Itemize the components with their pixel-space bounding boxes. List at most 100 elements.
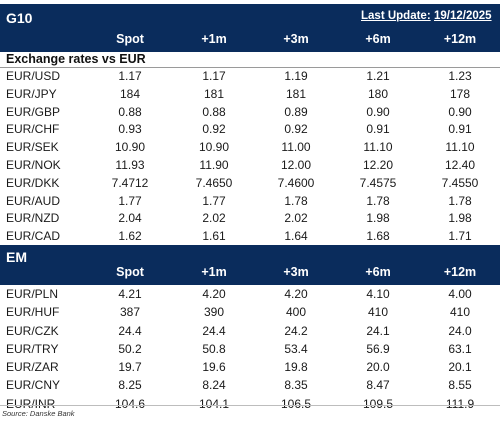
- rate-cell: 1.78: [284, 193, 308, 208]
- rate-cell: 0.92: [284, 122, 308, 137]
- rate-cell: 181: [285, 86, 307, 101]
- rate-cell: 2.02: [202, 211, 226, 226]
- table-row: EUR/ZAR 19.7 19.6 19.8 20.0 20.1: [0, 358, 500, 376]
- rate-cell: 106.5: [280, 396, 312, 411]
- currency-pair: EUR/CHF: [6, 122, 60, 137]
- rate-cell: 1.68: [366, 229, 390, 244]
- rate-cell: 12.20: [362, 157, 394, 172]
- rate-cell: 7.4600: [277, 175, 315, 190]
- g10-title: G10: [6, 10, 33, 26]
- rate-cell: 0.90: [448, 104, 472, 119]
- rate-cell: 387: [119, 305, 141, 320]
- divider: [0, 67, 500, 68]
- currency-pair: EUR/GBP: [6, 104, 61, 119]
- rate-cell: 50.2: [118, 341, 142, 356]
- rate-cell: 12.00: [280, 157, 312, 172]
- currency-pair: EUR/TRY: [6, 341, 59, 356]
- currency-pair: EUR/INR: [6, 396, 56, 411]
- currency-pair: EUR/JPY: [6, 86, 57, 101]
- rate-cell: 11.00: [281, 140, 311, 155]
- rate-cell: 1.61: [202, 229, 226, 244]
- table-row: EUR/PLN 4.21 4.20 4.20 4.10 4.00: [0, 285, 500, 303]
- em-column-headers: Spot +1m +3m +6m +12m: [0, 265, 500, 283]
- rate-cell: 4.21: [118, 287, 142, 301]
- rate-cell: 53.4: [284, 341, 308, 356]
- rate-cell: 1.21: [366, 69, 390, 83]
- rate-cell: 19.8: [284, 360, 308, 375]
- rate-cell: 10.90: [114, 140, 146, 155]
- table-row: EUR/JPY 184 181 181 180 178: [0, 85, 500, 103]
- rate-cell: 20.1: [448, 360, 472, 375]
- currency-pair: EUR/ZAR: [6, 360, 59, 375]
- rate-cell: 1.77: [118, 193, 142, 208]
- rate-cell: 56.9: [366, 341, 390, 356]
- currency-pair: EUR/PLN: [6, 287, 59, 301]
- column-header-12m: +12m: [443, 265, 477, 279]
- currency-pair: EUR/HUF: [6, 305, 60, 320]
- rate-cell: 180: [367, 86, 389, 101]
- table-row: EUR/CHF 0.93 0.92 0.92 0.91 0.91: [0, 120, 500, 138]
- rate-cell: 1.62: [118, 229, 142, 244]
- table-row: EUR/CZK 24.4 24.4 24.2 24.1 24.0: [0, 322, 500, 340]
- section-label: Exchange rates vs EUR: [6, 52, 146, 66]
- rate-cell: 1.78: [366, 193, 390, 208]
- column-header-1m: +1m: [201, 265, 227, 279]
- rate-cell: 410: [367, 305, 389, 320]
- column-header-1m: +1m: [201, 32, 227, 46]
- rate-cell: 0.89: [284, 104, 308, 119]
- rate-cell: 1.98: [366, 211, 390, 226]
- table-row: EUR/USD 1.17 1.17 1.19 1.21 1.23: [0, 67, 500, 85]
- rate-cell: 1.17: [118, 69, 142, 83]
- rate-cell: 4.10: [366, 287, 390, 301]
- rate-cell: 2.02: [284, 211, 308, 226]
- em-title: EM: [6, 249, 27, 265]
- rate-cell: 8.55: [448, 378, 472, 393]
- column-header-spot: Spot: [116, 32, 144, 46]
- table-row: EUR/CNY 8.25 8.24 8.35 8.47 8.55: [0, 376, 500, 394]
- table-row: EUR/GBP 0.88 0.88 0.89 0.90 0.90: [0, 103, 500, 121]
- table-row: EUR/TRY 50.2 50.8 53.4 56.9 63.1: [0, 340, 500, 358]
- rate-cell: 19.7: [118, 360, 142, 375]
- rate-cell: 1.23: [448, 69, 472, 83]
- rate-cell: 7.4575: [359, 175, 397, 190]
- table-row: EUR/NZD 2.04 2.02 2.02 1.98 1.98: [0, 209, 500, 227]
- rate-cell: 1.78: [448, 193, 472, 208]
- column-header-3m: +3m: [283, 32, 309, 46]
- divider: [0, 405, 500, 406]
- rate-cell: 1.19: [284, 69, 308, 83]
- currency-pair: EUR/USD: [6, 69, 61, 83]
- table-row: EUR/HUF 387 390 400 410 410: [0, 303, 500, 321]
- table-row: EUR/AUD 1.77 1.77 1.78 1.78 1.78: [0, 192, 500, 210]
- rate-cell: 410: [449, 305, 471, 320]
- rate-cell: 0.93: [118, 122, 142, 137]
- rate-cell: 11.10: [363, 140, 393, 155]
- source-note: Source: Danske Bank: [2, 409, 75, 418]
- rate-cell: 1.71: [448, 229, 472, 244]
- g10-rows: EUR/USD 1.17 1.17 1.19 1.21 1.23 EUR/JPY 184 181…: [0, 67, 500, 245]
- rate-cell: 0.92: [202, 122, 226, 137]
- column-header-spot: Spot: [116, 265, 144, 279]
- rate-cell: 24.4: [202, 323, 226, 338]
- rate-cell: 0.91: [366, 122, 390, 137]
- table-row: EUR/INR 104.6 104.1 106.5 109.5 111.9: [0, 395, 500, 413]
- rate-cell: 24.1: [366, 323, 390, 338]
- table-row: EUR/SEK 10.90 10.90 11.00 11.10 11.10: [0, 138, 500, 156]
- column-header-6m: +6m: [365, 265, 391, 279]
- rate-cell: 109.5: [362, 396, 394, 411]
- table-row: EUR/NOK 11.93 11.90 12.00 12.20 12.40: [0, 156, 500, 174]
- rate-cell: 8.25: [118, 378, 142, 393]
- column-header-12m: +12m: [443, 32, 477, 46]
- rate-cell: 1.64: [284, 229, 308, 244]
- currency-pair: EUR/CNY: [6, 378, 61, 393]
- g10-header-band: G10 Last Update: 19/12/2025 Spot +1m +3m…: [0, 4, 500, 52]
- table-row: EUR/DKK 7.4712 7.4650 7.4600 7.4575 7.4550: [0, 174, 500, 192]
- column-header-6m: +6m: [365, 32, 391, 46]
- last-update-label: Last Update:: [361, 10, 431, 22]
- rate-cell: 50.8: [202, 341, 226, 356]
- currency-pair: EUR/CAD: [6, 229, 61, 244]
- rate-cell: 8.24: [202, 378, 226, 393]
- rate-cell: 8.35: [284, 378, 308, 393]
- rate-cell: 0.88: [118, 104, 142, 119]
- rate-cell: 8.47: [366, 378, 390, 393]
